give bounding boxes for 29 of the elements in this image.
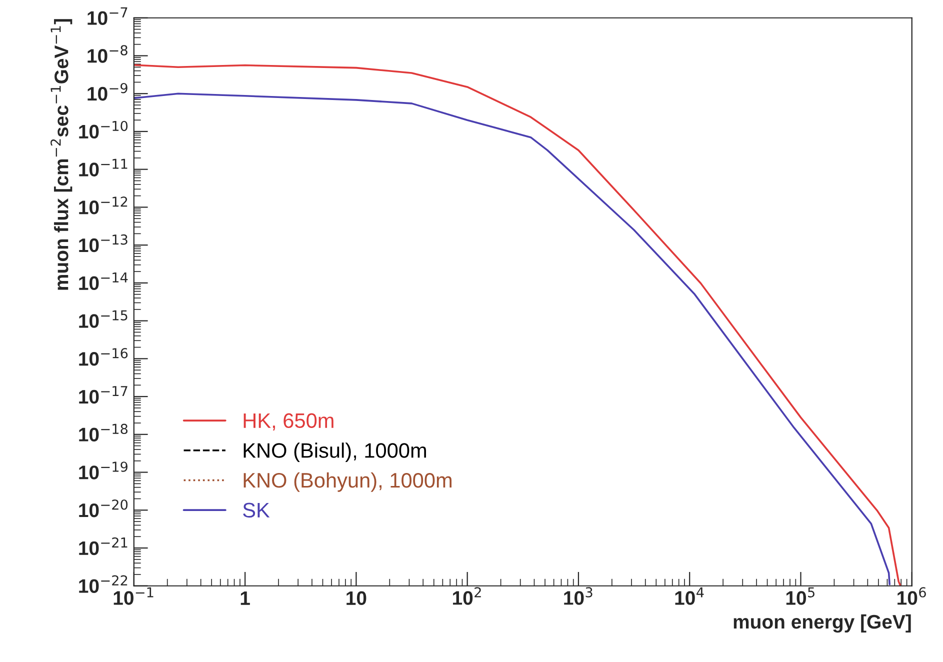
x-tick-label: 10$^{−1}$ — [114, 587, 154, 605]
y-tick-label: 10$^{−12}$ — [79, 196, 128, 214]
y-tick-label: 10$^{−15}$ — [79, 310, 128, 328]
legend-label: KNO (Bohyun), 1000m — [244, 472, 452, 492]
y-tick-label: 10$^{−21}$ — [79, 537, 128, 556]
y-axis-title: muon flux [cm$^{−2}$sec$^{−1}$GeV$^{−1}$] — [50, 19, 72, 290]
x-tick-label: 1 — [240, 591, 250, 605]
y-tick-label: 10$^{−7}$ — [88, 7, 128, 25]
legend-label: KNO (Bisul), 1000m — [244, 442, 426, 462]
y-tick-label: 10$^{−14}$ — [79, 272, 128, 290]
y-tick-label: 10$^{−19}$ — [79, 462, 128, 480]
y-tick-label: 10$^{−16}$ — [79, 348, 128, 366]
x-tick-label: 10$^{5}$ — [786, 587, 814, 605]
y-tick-label: 10$^{−9}$ — [88, 82, 128, 101]
x-axis-title: muon energy [GeV] — [734, 614, 911, 633]
y-tick-label: 10$^{−10}$ — [79, 120, 128, 139]
y-tick-label: 10$^{−18}$ — [79, 424, 128, 442]
y-tick-label: 10$^{−13}$ — [79, 234, 128, 252]
y-tick-label: 10$^{−8}$ — [88, 45, 128, 63]
x-tick-label: 10$^{4}$ — [675, 587, 704, 605]
x-tick-label: 10$^{6}$ — [898, 587, 926, 605]
y-tick-label: 10$^{−20}$ — [79, 499, 128, 518]
x-tick-label: 10$^{2}$ — [452, 587, 481, 605]
x-tick-label: 10$^{3}$ — [564, 587, 592, 605]
y-tick-label: 10$^{−17}$ — [79, 386, 128, 404]
y-tick-label: 10$^{−11}$ — [79, 158, 128, 176]
legend-label: SK — [243, 502, 270, 518]
legend-label: HK, 650m — [244, 413, 334, 431]
x-tick-label: 10 — [346, 591, 366, 606]
